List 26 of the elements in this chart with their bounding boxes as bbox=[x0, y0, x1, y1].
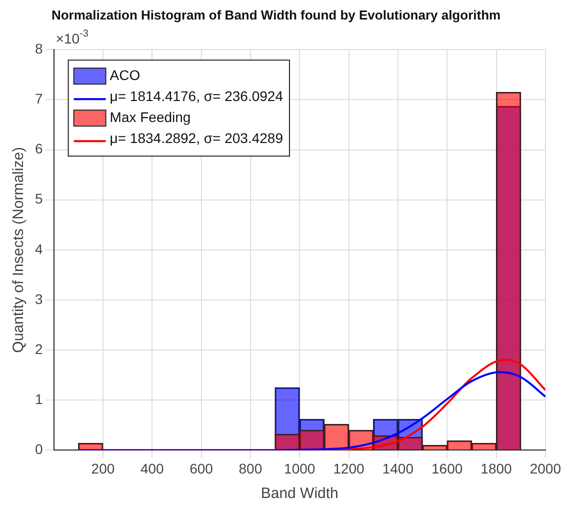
y-tick-label: 1 bbox=[34, 390, 43, 407]
chart-title: Normalization Histogram of Band Width found by Evolutionary algorithm bbox=[51, 7, 501, 22]
x-tick-label: 1800 bbox=[480, 460, 512, 476]
x-tick-label: 1200 bbox=[333, 460, 365, 476]
y-axis-title: Quantity of Insects (Normalize) bbox=[10, 146, 28, 353]
legend-label: μ= 1814.4176, σ= 236.0924 bbox=[110, 88, 284, 104]
x-tick-label: 800 bbox=[238, 460, 262, 476]
y-tick-label: 6 bbox=[34, 140, 43, 157]
legend-label: ACO bbox=[110, 66, 140, 83]
y-tick-label: 0 bbox=[34, 441, 43, 458]
legend-label: Max Feeding bbox=[110, 108, 191, 125]
legend-label: μ= 1834.2892, σ= 203.4289 bbox=[110, 130, 284, 146]
x-tick-label: 400 bbox=[140, 460, 164, 476]
y-tick-label: 7 bbox=[34, 90, 43, 107]
x-tick-label: 600 bbox=[190, 460, 214, 476]
x-axis-title: Band Width bbox=[260, 485, 338, 502]
x-tick-label: 1600 bbox=[432, 460, 463, 476]
x-tick-label: 200 bbox=[91, 460, 115, 476]
x-tick-label: 1400 bbox=[382, 460, 414, 476]
y-tick-label: 5 bbox=[34, 190, 43, 207]
x-tick-label: 1000 bbox=[284, 460, 316, 476]
y-tick-label: 8 bbox=[34, 40, 43, 56]
x-tick-label: 2000 bbox=[530, 460, 562, 476]
y-tick-label: 4 bbox=[34, 240, 43, 257]
y-tick-label: 3 bbox=[34, 290, 43, 307]
y-tick-label: 2 bbox=[34, 340, 43, 357]
